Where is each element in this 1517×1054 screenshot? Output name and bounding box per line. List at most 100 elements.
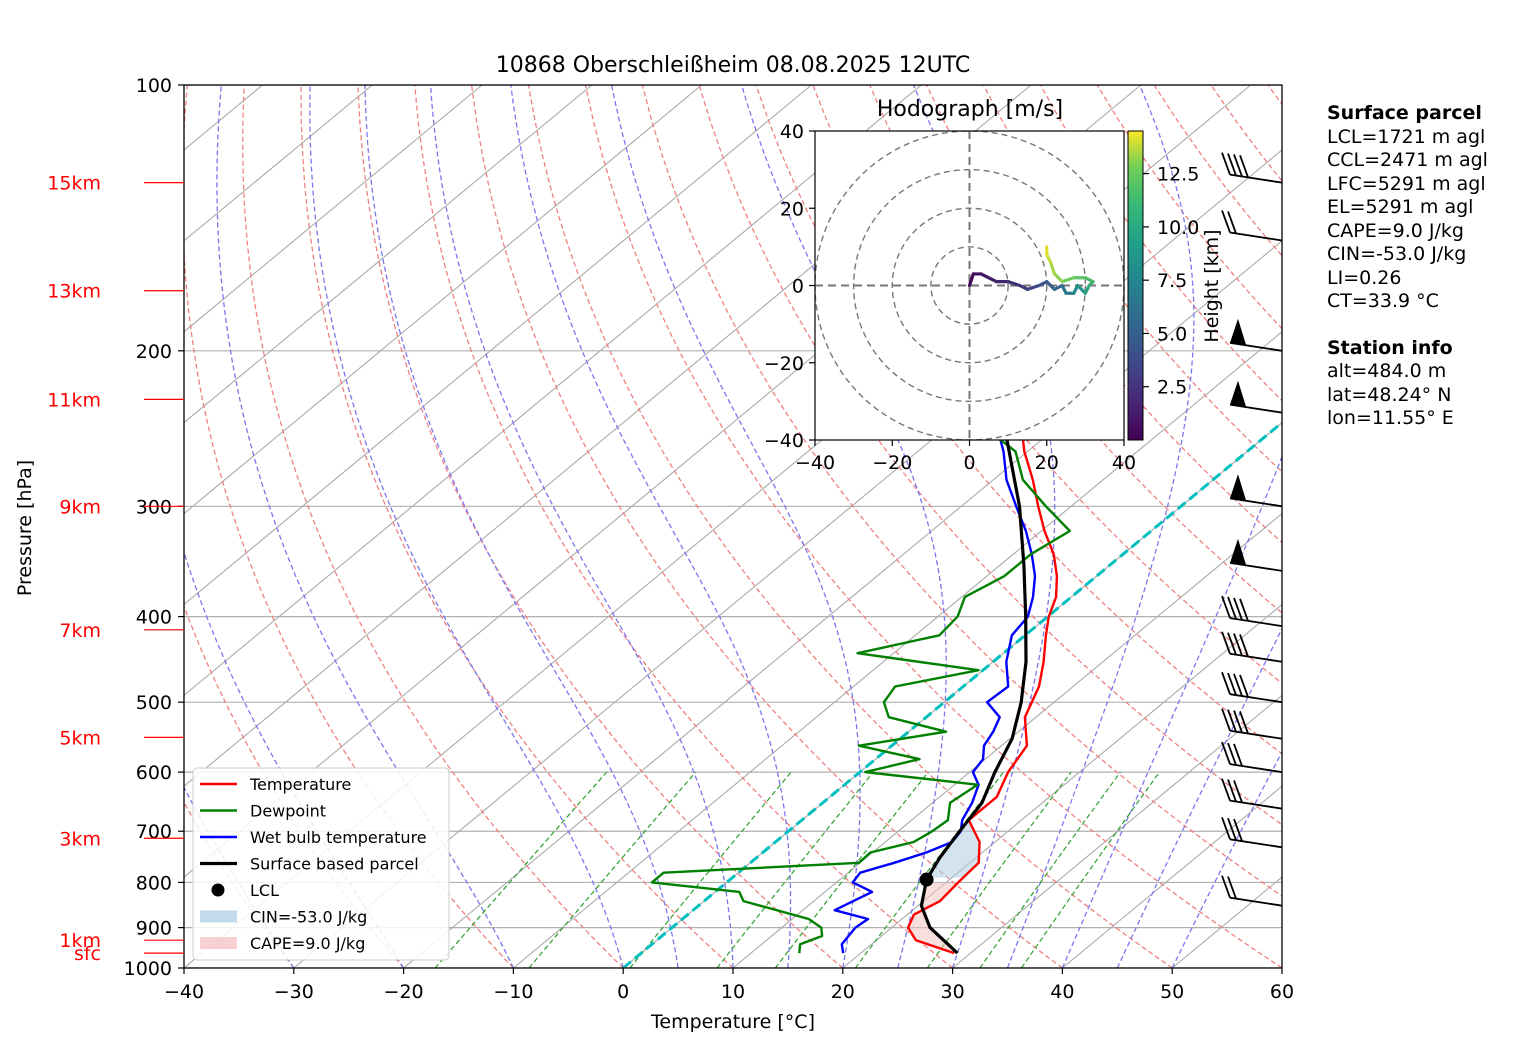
legend-label: Dewpoint [250,802,326,821]
height-label: sfc [74,943,101,965]
mixing-ratio-line [1021,771,1160,968]
isotherm-line [184,85,373,242]
y-tick-label: 800 [136,872,172,894]
wind-barb [1221,671,1283,704]
isotherm-line [732,512,1282,968]
mixing-ratio-line [979,771,1121,968]
mixing-ratio-line [774,771,929,968]
station-info-line: lat=48.24° N [1327,383,1452,406]
wind-barb [1221,875,1283,907]
height-label: 1km [59,930,101,952]
wind-barb [1229,538,1283,572]
y-tick-label: 500 [136,692,172,714]
station-info-heading: Station info [1327,336,1453,359]
x-tick-label: −30 [274,981,314,1003]
surface-parcel-line: LI=0.26 [1327,266,1402,289]
legend-box [192,767,450,961]
legend-entry: Temperature [200,775,351,794]
isotherm-line [184,85,703,515]
legend-label: LCL [250,881,279,900]
dry-adiabat [926,85,1282,544]
surface-parcel-line: CT=33.9 °C [1327,290,1439,312]
x-axis-label: Temperature [°C] [650,1011,815,1033]
station-info-line: lon=11.55° E [1327,407,1454,429]
dry-adiabat [300,85,734,968]
legend-entry: CAPE=9.0 J/kg [200,934,365,953]
x-tick-label: 20 [831,981,855,1003]
moist-adiabat [510,85,792,968]
hodograph-x-tick-label: −20 [872,452,912,474]
height-label: 3km [59,828,101,850]
colorbar-tick-label: 10.0 [1157,217,1199,239]
x-tick-label: 10 [721,981,745,1003]
isotherm-line [952,694,1282,968]
moist-adiabat [1006,85,1195,968]
mixing-ratio-line [629,771,792,968]
moist-adiabat [309,85,624,968]
y-tick-label: 400 [136,607,172,629]
legend-label: Wet bulb temperature [250,828,427,847]
hodograph-x-tick-label: 20 [1035,452,1059,474]
isotherm-line [184,85,922,697]
isotherm-line [184,85,483,333]
wind-barb [1229,318,1283,352]
legend-entry: Surface based parcel [200,855,419,874]
legend-label: CIN=-53.0 J/kg [250,908,367,927]
mixing-ratio-line [434,771,608,968]
x-tick-label: 30 [941,981,965,1003]
y-tick-label: 1000 [124,958,172,980]
parcel-info-panel: Surface parcel LCL=1721 m agl CCL=2471 m… [1327,102,1488,431]
surface-parcel-line: LFC=5291 m agl [1327,172,1486,195]
surface-parcel-line: CAPE=9.0 J/kg [1327,219,1464,242]
hodograph-y-tick-label: −20 [764,353,804,375]
hodograph-trace-segment [1045,280,1057,291]
x-tick-label: −20 [384,981,424,1003]
isotherm-line [1062,785,1282,968]
cape-area [908,882,959,953]
legend-label: Temperature [249,775,351,794]
dry-adiabat [527,85,1173,968]
x-tick-label: 40 [1050,981,1074,1003]
height-label: 11km [47,389,101,411]
moist-adiabat [1116,627,1282,968]
colorbar-tick-label: 2.5 [1157,377,1187,399]
hodograph-y-tick-label: 0 [792,276,804,298]
colorbar-tick-label: 12.5 [1157,164,1199,186]
moist-adiabat [1061,454,1282,968]
legend-entry: Dewpoint [200,802,326,821]
legend-entry: CIN=-53.0 J/kg [200,908,367,927]
dry-adiabat [242,85,624,968]
hodograph-ring [930,246,1009,325]
hodograph-trace-segment [1060,276,1076,284]
dry-adiabat [357,85,844,968]
wind-barb [1221,210,1283,242]
surface-parcel-line: CCL=2471 m agl [1327,149,1488,171]
y-axis-label: Pressure [hPa] [14,460,36,596]
hodograph-trace-segment [1025,283,1041,291]
height-label: 5km [59,727,101,749]
wind-barb [1221,817,1283,849]
wind-barb [1221,741,1283,773]
legend-label: Surface based parcel [250,855,419,874]
surface-parcel-line: EL=5291 m agl [1327,196,1474,218]
legend-entry: LCL [211,881,279,900]
hodograph: Hodograph [m/s] −40 −20 0 20 40 40 20 0 −20 −40 2.5… [764,97,1223,474]
main-axes: −40 −30 −20 −10 0 10 20 30 40 50 60100200300400500… [47,75,1294,1003]
y-tick-label: 100 [136,75,172,97]
hodograph-ring [891,207,1048,364]
x-tick-label: 50 [1160,981,1184,1003]
moist-adiabat [429,85,734,968]
hodograph-trace-segment [1052,272,1064,284]
hodograph-title: Hodograph [m/s] [877,97,1063,122]
moist-adiabat [364,85,679,968]
hodograph-trace-segment [1049,260,1057,276]
dry-adiabat [414,85,954,968]
hodograph-x-tick-label: −40 [795,452,835,474]
moist-adiabat [740,85,947,968]
wind-barb [1229,380,1283,414]
wind-barb [1221,595,1283,627]
y-tick-label: 200 [136,341,172,363]
surface-parcel-line: CIN=-53.0 J/kg [1327,243,1467,265]
dry-adiabat [755,85,1282,755]
hodograph-x-tick-label: 0 [963,452,975,474]
